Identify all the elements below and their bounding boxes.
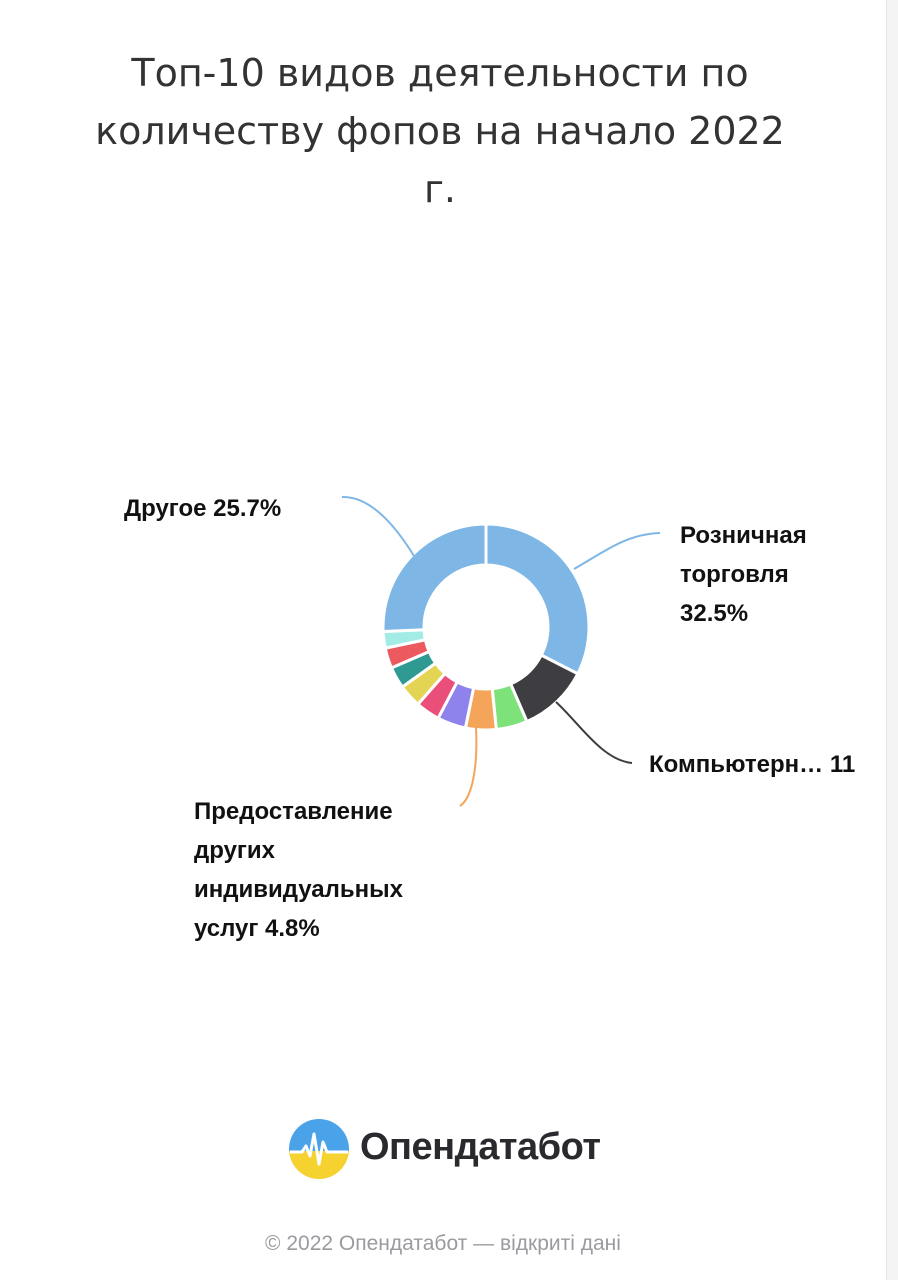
- chart-title: Топ-10 видов деятельности по количеству …: [95, 51, 785, 211]
- leader-line-other: [341, 495, 415, 557]
- data-label-other: Другое 25.7%: [124, 495, 282, 522]
- leader-line-services: [459, 727, 478, 807]
- opendatabot-logo-icon: [289, 1119, 349, 1179]
- side-scrollbar-strip: [886, 0, 898, 1280]
- data-label-services: Предоставление других индивидуальных усл…: [194, 798, 403, 942]
- brand-logo[interactable]: Опендатабот: [288, 1118, 608, 1182]
- footer-copyright: © 2022 Опендатабот — відкриті дані: [265, 1232, 621, 1255]
- leader-lines: [341, 495, 661, 807]
- data-label-computer: Компьютерн… 11: [649, 751, 856, 778]
- data-label-retail: Розничная торговля 32.5%: [680, 522, 807, 627]
- donut-slice-0[interactable]: [484, 522, 591, 676]
- brand-name: Опендатабот: [360, 1126, 601, 1168]
- donut-chart: [341, 495, 661, 807]
- leader-line-retail: [573, 532, 661, 570]
- donut-slices: [381, 522, 591, 732]
- leader-line-computer: [555, 701, 633, 764]
- donut-slice-10[interactable]: [381, 522, 488, 634]
